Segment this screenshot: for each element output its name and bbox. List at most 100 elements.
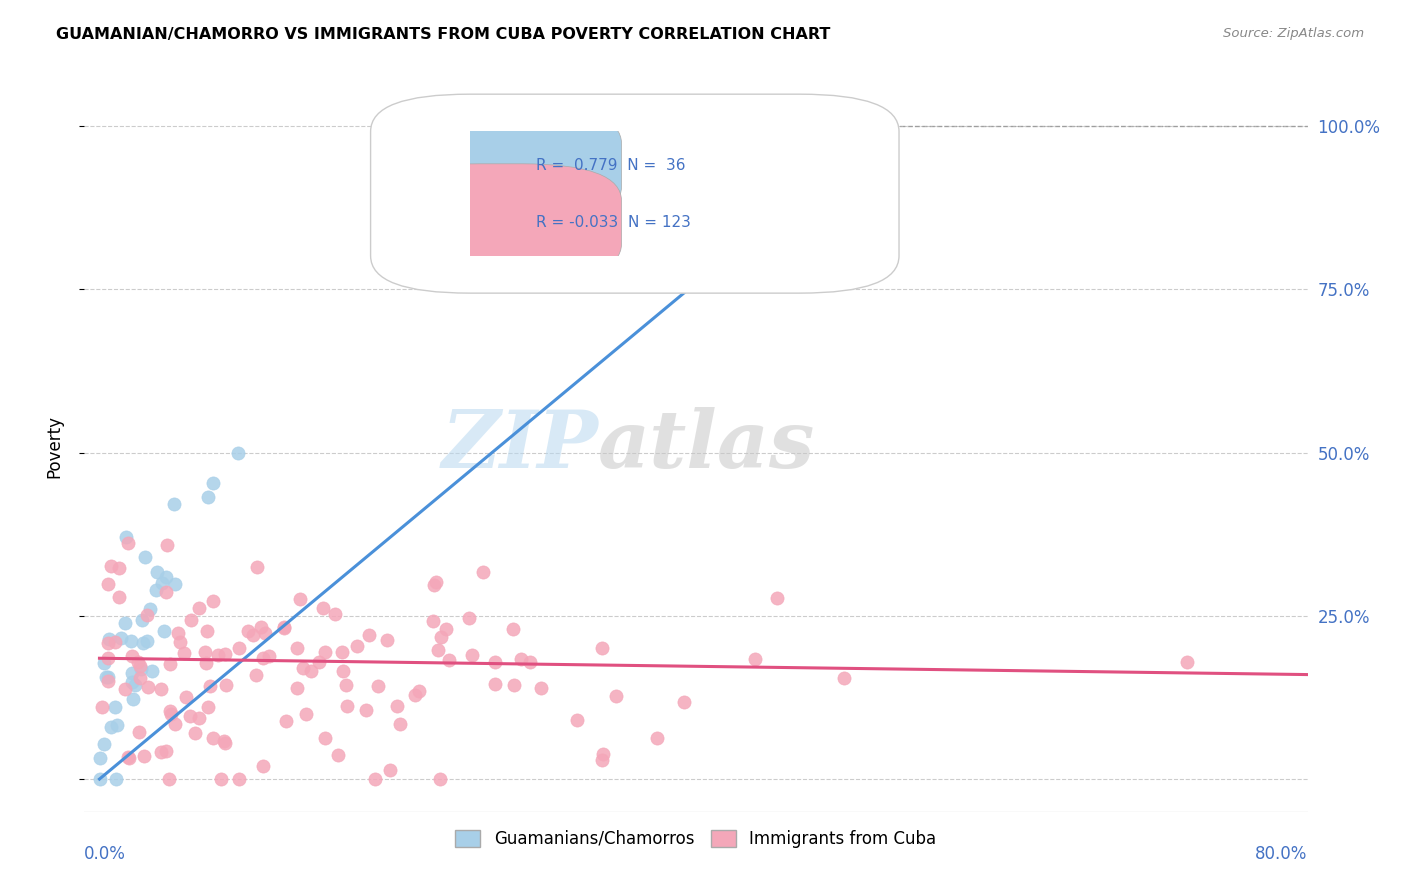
Point — [502, 677, 524, 691]
Point — [156, 537, 179, 551]
Point — [97, 636, 120, 650]
Point — [326, 747, 349, 762]
Point — [207, 648, 229, 663]
Point — [276, 714, 298, 728]
Point — [408, 684, 430, 698]
Point — [155, 584, 177, 599]
Point — [291, 661, 314, 675]
Point — [93, 657, 115, 671]
Point — [212, 734, 235, 748]
Point — [121, 666, 143, 681]
Point — [153, 624, 176, 639]
Point — [502, 623, 524, 637]
Point — [136, 633, 159, 648]
Legend: Guamanians/Chamorros, Immigrants from Cuba: Guamanians/Chamorros, Immigrants from Cu… — [449, 823, 943, 855]
Point — [236, 624, 259, 638]
Point — [122, 692, 145, 706]
Point — [202, 731, 225, 746]
Point — [228, 445, 250, 459]
Point — [461, 648, 484, 662]
Point — [150, 681, 173, 696]
Point — [214, 647, 236, 661]
Point — [129, 663, 152, 677]
Point — [375, 632, 398, 647]
Point — [155, 744, 177, 758]
Point — [173, 646, 195, 660]
Point — [1175, 655, 1198, 669]
Point — [187, 600, 209, 615]
Point — [363, 772, 385, 786]
Point — [744, 652, 766, 666]
Point — [295, 707, 318, 722]
Point — [245, 667, 267, 681]
Point — [117, 535, 139, 549]
Point — [100, 558, 122, 573]
Point — [136, 607, 159, 622]
Point — [149, 745, 172, 759]
Point — [97, 651, 120, 665]
Point — [457, 610, 479, 624]
Point — [121, 674, 143, 689]
Point — [129, 659, 152, 673]
Point — [832, 671, 855, 685]
Point — [120, 633, 142, 648]
Point — [180, 613, 202, 627]
Text: Source: ZipAtlas.com: Source: ZipAtlas.com — [1223, 27, 1364, 40]
Point — [194, 657, 217, 671]
Point — [97, 669, 120, 683]
Point — [187, 711, 209, 725]
Point — [89, 772, 111, 786]
Point — [434, 623, 457, 637]
Point — [98, 632, 121, 646]
Point — [89, 751, 111, 765]
Y-axis label: Poverty: Poverty — [45, 415, 63, 477]
Point — [273, 621, 295, 635]
Point — [290, 592, 312, 607]
Text: 80.0%: 80.0% — [1256, 845, 1308, 863]
Point — [323, 607, 346, 621]
Point — [565, 714, 588, 728]
Point — [104, 699, 127, 714]
Point — [176, 690, 198, 704]
Point — [100, 720, 122, 734]
Point — [312, 601, 335, 615]
Text: ZIP: ZIP — [441, 408, 598, 484]
Point — [131, 613, 153, 627]
Point — [129, 671, 152, 685]
Point — [165, 717, 187, 731]
Point — [367, 679, 389, 693]
Point — [285, 641, 308, 656]
Point — [645, 731, 668, 746]
Point — [184, 726, 207, 740]
Point — [423, 578, 446, 592]
Point — [136, 680, 159, 694]
Point — [108, 561, 131, 575]
Point — [591, 640, 613, 655]
Point — [134, 549, 156, 564]
Point — [484, 677, 506, 691]
Point — [591, 753, 613, 767]
Point — [150, 575, 173, 590]
Point — [253, 626, 276, 640]
Point — [437, 653, 460, 667]
Point — [145, 583, 167, 598]
Point — [96, 670, 118, 684]
Point — [195, 624, 218, 638]
Point — [179, 709, 201, 723]
Point — [209, 772, 232, 786]
Point — [404, 688, 426, 702]
Point — [471, 565, 494, 579]
Point — [159, 704, 181, 718]
Point — [273, 620, 295, 634]
Point — [155, 570, 177, 584]
Point — [252, 651, 274, 665]
Point — [766, 591, 789, 605]
Point — [530, 681, 553, 695]
Point — [357, 627, 380, 641]
Point — [422, 615, 444, 629]
Point — [430, 630, 453, 644]
Point — [484, 656, 506, 670]
Text: 0.0%: 0.0% — [84, 845, 127, 863]
Point — [425, 575, 447, 590]
Point — [202, 594, 225, 608]
